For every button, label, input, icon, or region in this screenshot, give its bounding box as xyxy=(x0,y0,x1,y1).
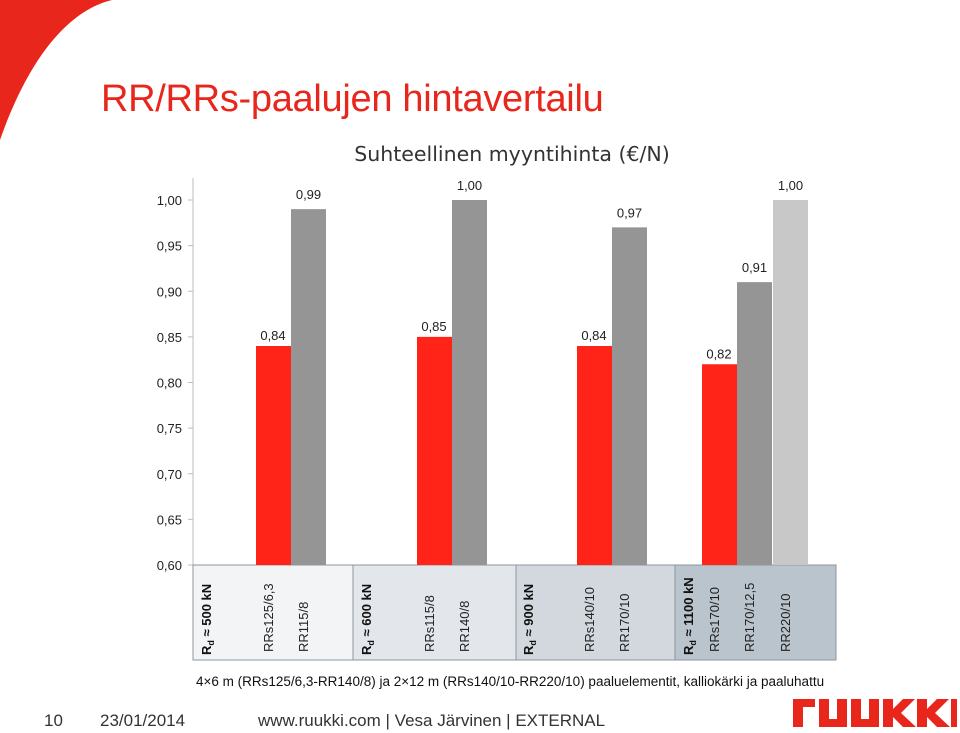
group-label-subscript: d xyxy=(206,640,216,646)
category-label: RR140/8 xyxy=(457,601,472,652)
bar xyxy=(773,200,808,565)
category-group-band xyxy=(352,564,517,661)
group-label-main: R xyxy=(681,645,696,655)
data-label: 0,82 xyxy=(706,346,731,361)
group-label: Rd ≈ 500 kN xyxy=(199,584,216,655)
page-number: 10 xyxy=(44,711,63,730)
y-tick-label: 0,65 xyxy=(157,512,182,527)
group-label-main: R xyxy=(521,645,536,655)
data-label: 0,84 xyxy=(260,328,285,343)
footer-info: www.ruukki.com | Vesa Järvinen | EXTERNA… xyxy=(258,711,606,730)
y-tick-label: 0,60 xyxy=(157,558,182,573)
data-label: 0,91 xyxy=(742,260,767,275)
y-tick-label: 0,90 xyxy=(157,284,182,299)
data-label: 1,00 xyxy=(778,178,803,193)
category-label: RRs140/10 xyxy=(582,587,597,652)
bar xyxy=(577,346,612,565)
category-label: RRs125/6,3 xyxy=(261,583,276,652)
group-label-subscript: d xyxy=(688,640,698,646)
group-label-main: R xyxy=(359,645,374,655)
ruukki-logo xyxy=(793,699,957,727)
category-label: RRs115/8 xyxy=(422,595,437,652)
category-label: RR170/10 xyxy=(617,593,632,652)
group-label-rest: ≈ 900 kN xyxy=(521,584,536,640)
data-label: 0,85 xyxy=(421,319,446,334)
category-label: RR115/8 xyxy=(296,602,311,652)
group-label: Rd ≈ 1100 kN xyxy=(681,577,698,655)
group-label-subscript: d xyxy=(366,640,376,646)
group-label: Rd ≈ 900 kN xyxy=(521,584,538,655)
footer-date: 23/01/2014 xyxy=(100,711,186,730)
group-label-rest: ≈ 600 kN xyxy=(359,584,374,640)
category-group-band xyxy=(674,564,837,661)
category-label: RRs170/10 xyxy=(707,587,722,652)
bar xyxy=(256,346,291,565)
y-tick-label: 0,70 xyxy=(157,467,182,482)
group-label: Rd ≈ 600 kN xyxy=(359,584,376,655)
group-label-subscript: d xyxy=(528,640,538,646)
chart-title: Suhteellinen myyntihinta (€/N) xyxy=(354,142,670,166)
category-group-band xyxy=(515,564,676,661)
group-label-main: R xyxy=(199,645,214,655)
y-tick-label: 0,80 xyxy=(157,376,182,391)
y-tick-label: 0,75 xyxy=(157,421,182,436)
corner-swoosh xyxy=(0,0,112,140)
group-label-rest: ≈ 1100 kN xyxy=(681,577,696,640)
group-label-rest: ≈ 500 kN xyxy=(199,584,214,640)
bar xyxy=(612,227,647,565)
category-group-band xyxy=(192,564,354,661)
data-label: 0,97 xyxy=(617,205,642,220)
data-label: 0,84 xyxy=(581,328,606,343)
slide-title: RR/RRs-paalujen hintavertailu xyxy=(101,78,604,120)
bar xyxy=(702,364,737,565)
y-tick-label: 0,95 xyxy=(157,239,182,254)
data-label: 0,99 xyxy=(296,187,321,202)
y-tick-label: 0,85 xyxy=(157,330,182,345)
bar xyxy=(417,336,452,565)
data-label: 1,00 xyxy=(457,178,482,193)
bar xyxy=(737,282,772,565)
chart-footnote: 4×6 m (RRs125/6,3-RR140/8) ja 2×12 m (RR… xyxy=(196,674,825,689)
bar xyxy=(452,200,487,565)
bar xyxy=(291,209,326,565)
y-tick-label: 1,00 xyxy=(157,193,182,208)
category-label: RR220/10 xyxy=(778,593,793,652)
category-label: RR170/12,5 xyxy=(742,583,757,652)
